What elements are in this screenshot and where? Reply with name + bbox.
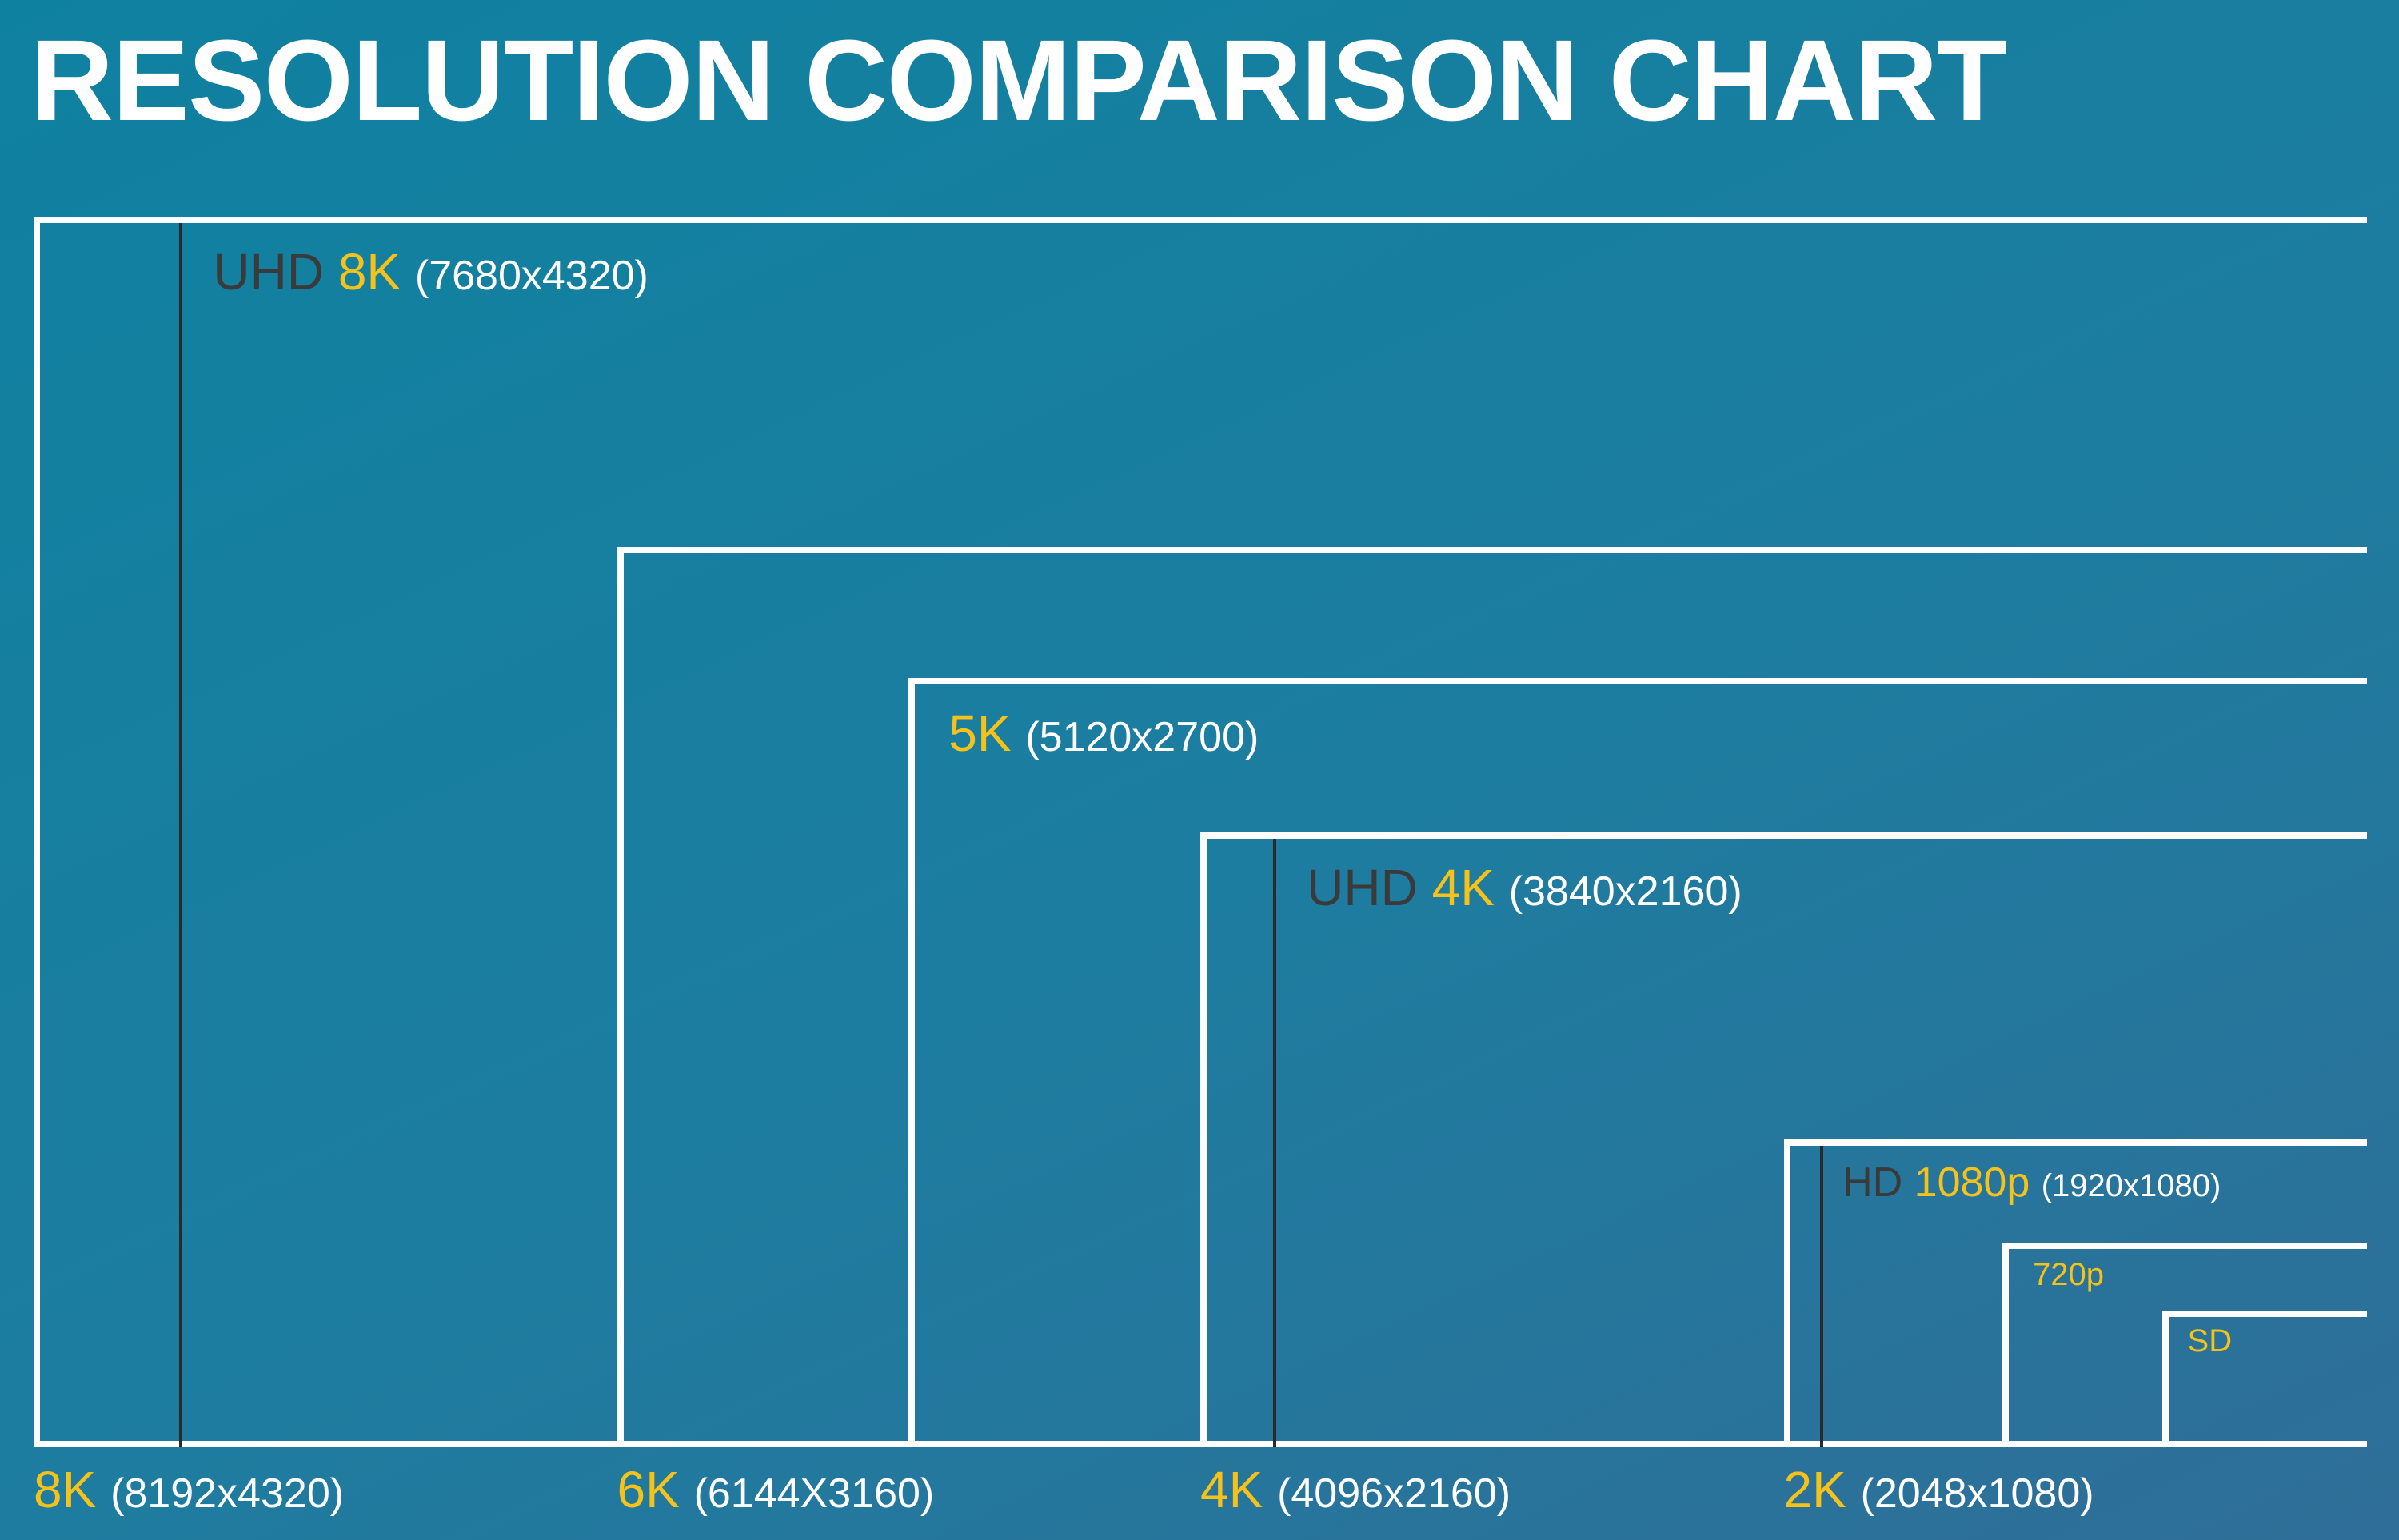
res-label-5k: 5K (5120x2700)	[948, 704, 1259, 763]
uhd-vline-8k	[179, 223, 182, 1447]
chart-title: RESOLUTION COMPARISON CHART	[30, 14, 2006, 147]
res-label-4k-dims: (3840x2160)	[1509, 868, 1742, 915]
bottom-label-6k-dims: (6144X3160)	[694, 1470, 935, 1517]
uhd-vline-2k	[1820, 1146, 1823, 1447]
res-label-sd: SD	[2188, 1323, 2233, 1359]
bottom-label-8k-dims: (8192x4320)	[110, 1470, 344, 1517]
bottom-label-6k-name: 6K	[617, 1461, 680, 1518]
bottom-label-6k: 6K (6144X3160)	[617, 1460, 935, 1519]
res-label-2k-name: 1080p	[1914, 1159, 2030, 1206]
bottom-label-8k: 8K (8192x4320)	[34, 1460, 344, 1519]
resolution-comparison-chart: RESOLUTION COMPARISON CHART UHD 8K (7680…	[0, 0, 2399, 1540]
bottom-label-2k-dims: (2048x1080)	[1861, 1470, 2094, 1517]
bottom-label-2k-name: 2K	[1784, 1461, 1846, 1518]
res-label-720p-name: 720p	[2033, 1257, 2104, 1292]
bottom-label-4k: 4K (4096x2160)	[1200, 1460, 1511, 1519]
res-label-2k-dims: (1920x1080)	[2042, 1168, 2221, 1203]
res-label-8k: UHD 8K (7680x4320)	[213, 242, 649, 301]
res-label-2k-prefix: HD	[1842, 1159, 1902, 1206]
res-label-4k-name: 4K	[1432, 859, 1495, 916]
res-label-2k: HD 1080p (1920x1080)	[1842, 1159, 2221, 1207]
uhd-vline-4k	[1273, 839, 1276, 1447]
res-label-8k-dims: (7680x4320)	[415, 253, 649, 299]
res-label-sd-name: SD	[2188, 1323, 2233, 1358]
res-label-8k-name: 8K	[338, 243, 401, 301]
res-label-5k-name: 5K	[948, 704, 1011, 762]
bottom-label-8k-name: 8K	[34, 1461, 96, 1518]
res-label-4k-prefix: UHD	[1307, 859, 1418, 916]
bottom-label-4k-name: 4K	[1200, 1461, 1263, 1518]
res-label-8k-prefix: UHD	[213, 243, 324, 301]
bottom-label-4k-dims: (4096x2160)	[1277, 1470, 1511, 1517]
res-label-5k-dims: (5120x2700)	[1025, 714, 1259, 760]
res-label-720p: 720p	[2033, 1257, 2104, 1293]
res-label-4k: UHD 4K (3840x2160)	[1307, 858, 1742, 917]
bottom-label-2k: 2K (2048x1080)	[1784, 1460, 2094, 1519]
